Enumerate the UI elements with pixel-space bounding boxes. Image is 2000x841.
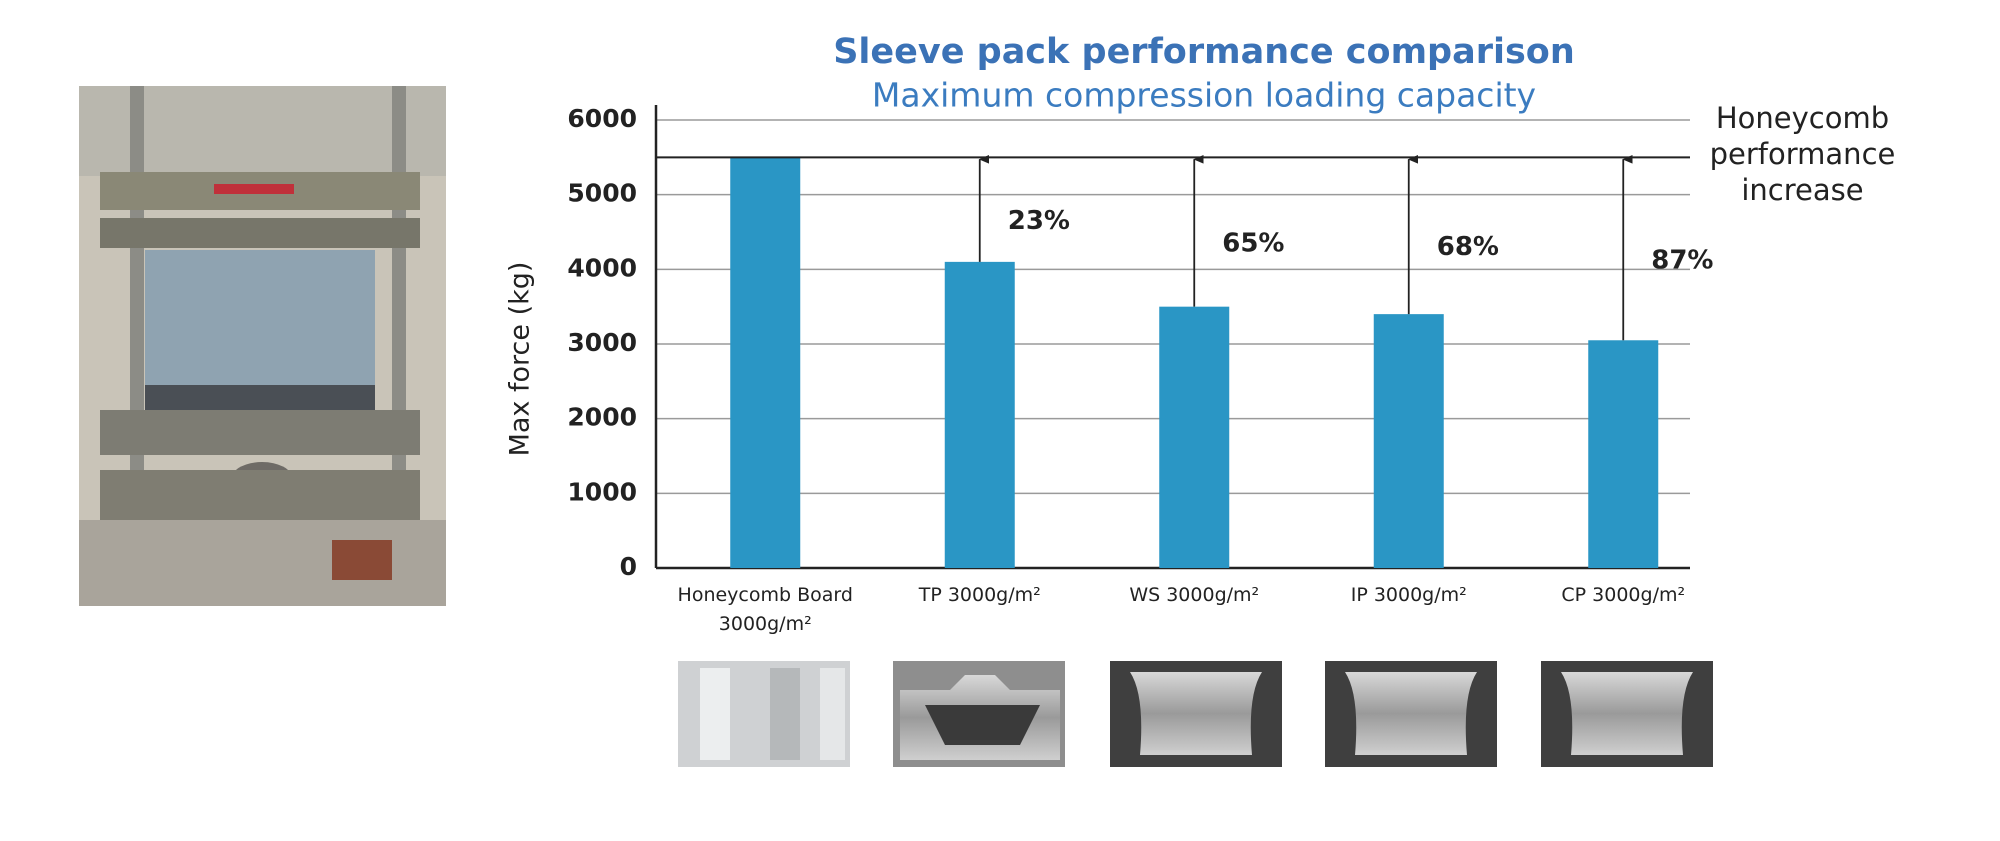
x-tick-label: TP 3000g/m² <box>918 584 1041 606</box>
increase-label: 87% <box>1651 245 1713 275</box>
chart-title: Sleeve pack performance comparison <box>833 32 1575 72</box>
x-tick-label: WS 3000g/m² <box>1129 584 1260 606</box>
bar <box>1373 314 1444 568</box>
bar <box>730 157 801 569</box>
y-tick-label: 6000 <box>567 104 637 133</box>
test-machine-photo <box>79 86 446 606</box>
increase-label: 68% <box>1437 232 1499 262</box>
bar <box>1588 340 1659 568</box>
chart-subtitle: Maximum compression loading capacity <box>872 76 1536 115</box>
bar <box>944 261 1015 568</box>
increase-label: 23% <box>1008 206 1070 236</box>
bar <box>1159 306 1230 568</box>
y-tick-label: 4000 <box>567 253 637 282</box>
y-tick-label: 5000 <box>567 179 637 208</box>
x-tick-label: Honeycomb Board 3000g/m² <box>677 584 853 635</box>
x-tick-label: CP 3000g/m² <box>1561 584 1686 606</box>
y-tick-label: 0 <box>620 552 637 581</box>
y-tick-label: 2000 <box>567 403 637 432</box>
x-tick-label: IP 3000g/m² <box>1350 584 1467 606</box>
y-axis-label: Max force (kg) <box>505 262 536 457</box>
reference-label: Honeycomb performance increase <box>1709 101 1896 207</box>
profile-thumbnails <box>678 661 1713 767</box>
increase-label: 65% <box>1222 229 1284 259</box>
y-tick-label: 1000 <box>567 477 637 506</box>
y-tick-label: 3000 <box>567 328 637 357</box>
